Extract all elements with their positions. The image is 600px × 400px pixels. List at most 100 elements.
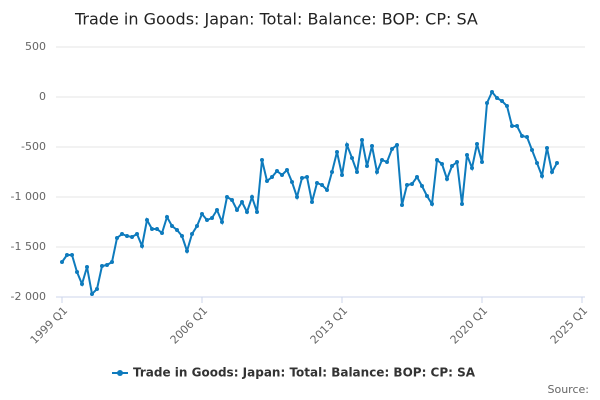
point <box>175 228 179 232</box>
point <box>435 158 439 162</box>
point <box>415 175 419 179</box>
point <box>460 202 464 206</box>
point <box>305 175 309 179</box>
point <box>200 212 204 216</box>
point <box>490 90 494 94</box>
point <box>100 264 104 268</box>
point <box>375 170 379 174</box>
x-tick-label: 2013 Q1 <box>308 304 351 347</box>
chart-title: Trade in Goods: Japan: Total: Balance: B… <box>74 10 478 29</box>
point <box>60 260 64 264</box>
point <box>545 146 549 150</box>
point <box>155 227 159 231</box>
point <box>275 169 279 173</box>
y-tick-label: -1 000 <box>11 190 46 203</box>
point <box>515 124 519 128</box>
point <box>325 188 329 192</box>
point <box>300 176 304 180</box>
point <box>265 179 269 183</box>
point <box>410 182 414 186</box>
point <box>165 215 169 219</box>
point <box>455 160 459 164</box>
point <box>70 253 74 257</box>
point <box>400 203 404 207</box>
point <box>235 208 239 212</box>
x-tick-label: 1999 Q1 <box>28 304 71 347</box>
y-tick-label: 500 <box>25 40 46 53</box>
point <box>120 232 124 236</box>
point <box>475 142 479 146</box>
point <box>260 158 264 162</box>
point <box>140 244 144 248</box>
x-tick-label: 2020 Q1 <box>448 304 491 347</box>
point <box>540 174 544 178</box>
point <box>65 253 69 257</box>
point <box>500 99 504 103</box>
legend-marker <box>117 370 123 376</box>
point <box>225 195 229 199</box>
point <box>430 202 434 206</box>
point <box>395 143 399 147</box>
point <box>520 134 524 138</box>
point <box>330 170 334 174</box>
point <box>530 148 534 152</box>
series-line <box>61 90 558 297</box>
point <box>485 101 489 105</box>
y-tick-label: -2 000 <box>11 290 46 303</box>
point <box>315 181 319 185</box>
point <box>280 173 284 177</box>
point <box>160 231 164 235</box>
point <box>125 234 129 238</box>
point <box>105 263 109 267</box>
point <box>80 282 84 286</box>
point <box>250 195 254 199</box>
point <box>365 164 369 168</box>
x-tick-label: 2025 Q1 <box>548 304 591 347</box>
point <box>210 216 214 220</box>
point <box>290 180 294 184</box>
point <box>450 164 454 168</box>
point <box>110 260 114 264</box>
point <box>405 183 409 187</box>
x-tick-label: 2006 Q1 <box>168 304 211 347</box>
point <box>170 224 174 228</box>
point <box>350 156 354 160</box>
point <box>310 200 314 204</box>
point <box>505 104 509 108</box>
point <box>85 265 89 269</box>
point <box>320 183 324 187</box>
point <box>130 235 134 239</box>
point <box>370 144 374 148</box>
point <box>390 147 394 151</box>
point <box>525 135 529 139</box>
point <box>240 200 244 204</box>
point <box>115 236 119 240</box>
point <box>535 161 539 165</box>
point <box>425 194 429 198</box>
point <box>480 160 484 164</box>
point <box>205 218 209 222</box>
point <box>90 292 94 296</box>
point <box>380 158 384 162</box>
point <box>270 175 274 179</box>
y-tick-label: 0 <box>39 90 46 103</box>
point <box>465 153 469 157</box>
point <box>470 166 474 170</box>
point <box>420 184 424 188</box>
point <box>185 249 189 253</box>
point <box>340 173 344 177</box>
point <box>135 232 139 236</box>
point <box>510 124 514 128</box>
point <box>440 162 444 166</box>
point <box>255 210 259 214</box>
point <box>245 210 249 214</box>
point <box>445 177 449 181</box>
point <box>385 160 389 164</box>
point <box>195 224 199 228</box>
legend-label: Trade in Goods: Japan: Total: Balance: B… <box>133 366 476 380</box>
point <box>335 150 339 154</box>
point <box>95 287 99 291</box>
point <box>180 234 184 238</box>
point <box>550 170 554 174</box>
